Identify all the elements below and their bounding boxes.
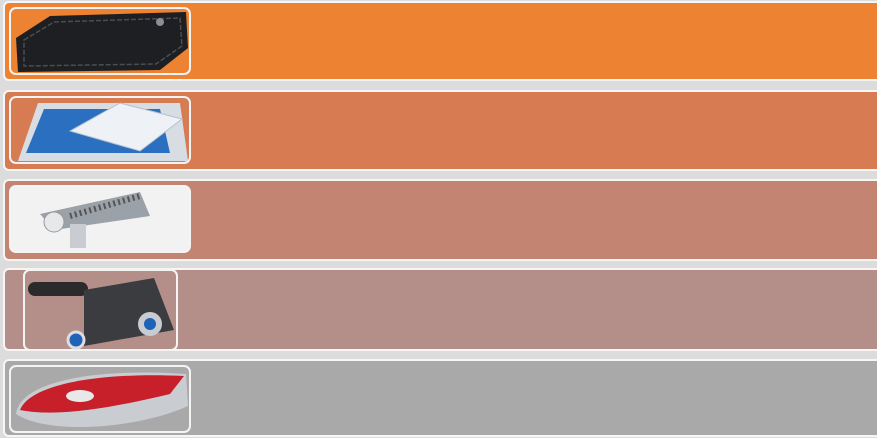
icon-frame bbox=[9, 7, 191, 75]
icon-list bbox=[9, 7, 191, 433]
camera-front-lens bbox=[66, 330, 86, 350]
icon-frame bbox=[23, 269, 178, 351]
mouse-wheel bbox=[66, 390, 94, 402]
keyboard-keys bbox=[23, 17, 183, 67]
menu-row[interactable] bbox=[3, 359, 877, 437]
camera-icon[interactable] bbox=[23, 269, 178, 351]
mouse-shell bbox=[20, 375, 184, 413]
mic-grille bbox=[69, 193, 141, 219]
camera-lens bbox=[144, 318, 156, 330]
menu-row[interactable] bbox=[3, 268, 877, 351]
microphone-icon[interactable] bbox=[9, 185, 191, 253]
menu-row[interactable] bbox=[3, 90, 877, 171]
camera-handle bbox=[28, 282, 88, 296]
keyboard-body bbox=[16, 12, 188, 72]
icon-frame bbox=[9, 365, 191, 433]
keyboard-icon[interactable] bbox=[9, 7, 191, 75]
row-list bbox=[3, 1, 877, 437]
mic-joint bbox=[43, 211, 65, 233]
scanner-lid bbox=[68, 102, 184, 152]
scanner-icon[interactable] bbox=[9, 96, 191, 164]
keyboard-logo bbox=[156, 18, 164, 26]
mouse-icon[interactable] bbox=[9, 365, 191, 433]
mic-stand bbox=[70, 224, 86, 248]
menu-row[interactable] bbox=[3, 179, 877, 261]
menu-row[interactable] bbox=[3, 1, 877, 81]
icon-frame bbox=[9, 96, 191, 164]
